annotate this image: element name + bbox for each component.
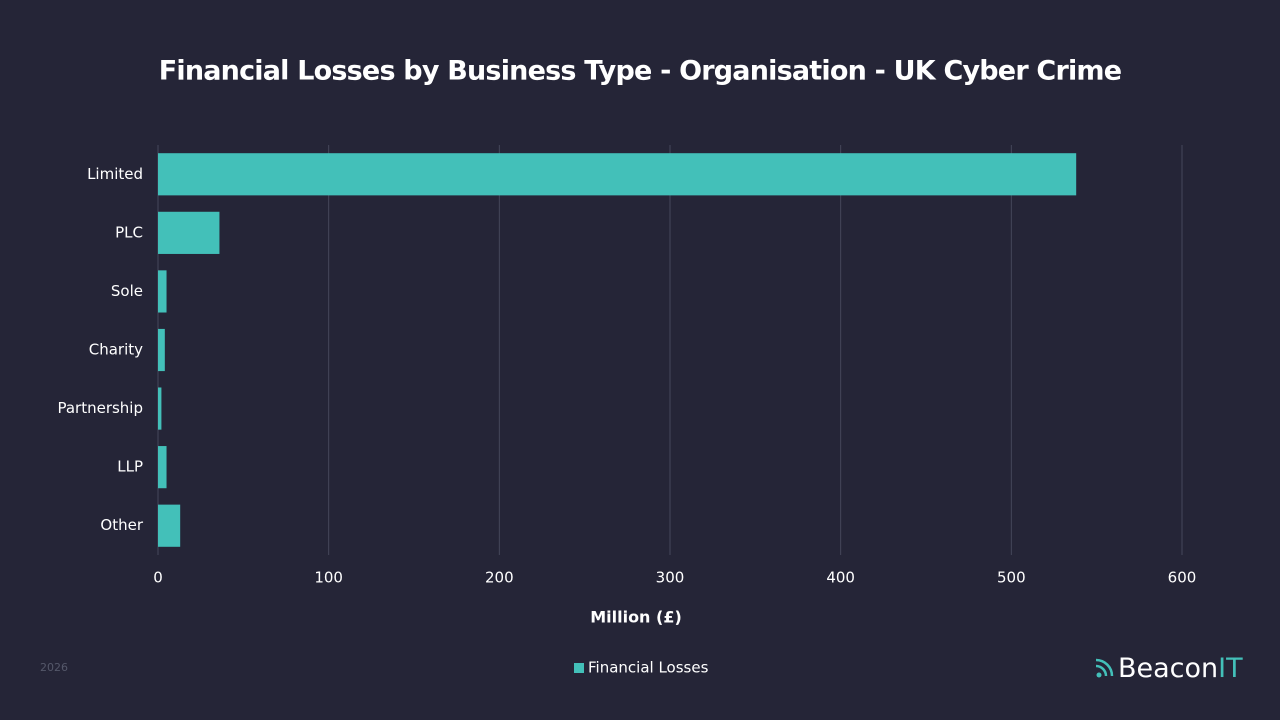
y-tick-label: Charity: [89, 341, 143, 359]
bar: [158, 153, 1077, 196]
x-tick-label: 100: [314, 569, 343, 587]
x-axis-label: Million (£): [590, 608, 682, 627]
legend-swatch: [574, 663, 584, 673]
bar: [158, 504, 181, 547]
bar: [158, 211, 220, 254]
bar: [158, 328, 165, 372]
y-tick-label: Other: [100, 516, 143, 534]
y-tick-label: LLP: [117, 458, 143, 476]
y-tick-label: Partnership: [57, 399, 143, 417]
brand-icon: [1095, 658, 1114, 678]
x-tick-label: 600: [1168, 569, 1197, 587]
x-tick-label: 500: [997, 569, 1026, 587]
x-tick-label: 0: [153, 569, 163, 587]
brand-suffix: IT: [1218, 653, 1243, 684]
legend-label: Financial Losses: [588, 659, 709, 677]
y-tick-label: Sole: [111, 282, 143, 300]
footer-year: 2026: [40, 661, 68, 674]
brand-logo: BeaconIT: [1118, 653, 1243, 684]
bar: [158, 446, 167, 489]
y-tick-label: PLC: [115, 223, 143, 241]
brand-name: Beacon: [1118, 653, 1218, 684]
bar: [158, 387, 162, 430]
x-tick-label: 200: [485, 569, 514, 587]
x-tick-label: 400: [826, 569, 855, 587]
chart-title: Financial Losses by Business Type - Orga…: [159, 56, 1122, 87]
y-tick-label: Limited: [87, 165, 143, 183]
x-tick-label: 300: [656, 569, 685, 587]
bar: [158, 270, 167, 313]
